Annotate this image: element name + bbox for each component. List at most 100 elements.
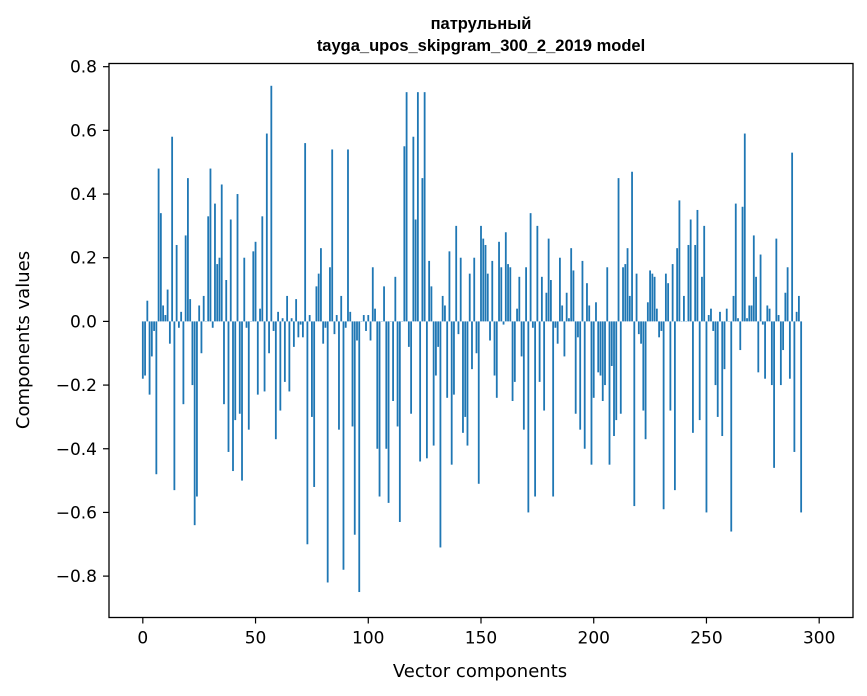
bar-177: [540, 276, 543, 322]
bar-24: [196, 321, 198, 497]
bar-284: [782, 321, 785, 351]
bar-253: [712, 321, 715, 331]
bar-16: [177, 321, 180, 328]
bar-50: [254, 241, 257, 322]
bar-102: [371, 267, 374, 322]
bar-264: [737, 318, 739, 322]
y-tick-label: −0.4: [56, 440, 97, 460]
bar-213: [622, 267, 624, 322]
bar-238: [678, 200, 681, 322]
y-axis-ticks: −0.8 −0.6 −0.4 −0.2 0.0 0.2 0.4 0.6 0.8: [56, 58, 109, 587]
bar-33: [216, 264, 219, 322]
bar-101: [369, 321, 372, 341]
bar-145: [468, 273, 471, 322]
bar-153: [486, 273, 489, 322]
bar-72: [304, 143, 307, 322]
bar-13: [171, 136, 174, 322]
bar-172: [529, 213, 532, 322]
bar-32: [214, 203, 216, 322]
bar-128: [430, 286, 433, 322]
bar-43: [238, 321, 241, 414]
bar-255: [716, 321, 719, 417]
y-tick-label: −0.2: [56, 376, 97, 396]
bar-66: [290, 318, 293, 322]
bar-169: [522, 321, 525, 430]
bar-160: [502, 321, 505, 325]
bar-19: [184, 235, 187, 322]
bar-57: [270, 85, 273, 322]
bar-237: [676, 248, 679, 322]
bar-64: [286, 295, 289, 322]
bar-53: [261, 216, 264, 322]
bar-287: [788, 321, 791, 379]
bar-68: [295, 299, 298, 322]
bar-131: [437, 321, 440, 347]
bar-137: [450, 321, 453, 465]
bar-223: [644, 321, 647, 440]
bar-146: [471, 321, 473, 370]
bar-18: [182, 321, 185, 405]
bar-69: [297, 321, 300, 338]
bar-60: [277, 311, 279, 322]
bar-206: [606, 267, 609, 322]
bar-271: [752, 235, 755, 322]
bar-107: [383, 286, 385, 322]
bar-31: [211, 321, 214, 328]
bar-89: [342, 321, 345, 570]
bar-63: [283, 321, 286, 382]
bar-211: [617, 178, 620, 322]
bar-2: [146, 300, 149, 322]
bar-149: [477, 321, 480, 484]
bar-218: [633, 321, 636, 507]
bar-216: [628, 295, 631, 322]
bar-159: [500, 267, 503, 322]
bar-250: [705, 321, 708, 513]
bar-78: [317, 273, 320, 322]
bar-38: [227, 321, 230, 452]
bar-39: [229, 219, 232, 322]
y-tick-label: 0.6: [70, 121, 97, 141]
bar-124: [421, 178, 424, 322]
bar-85: [333, 321, 336, 335]
bar-234: [669, 321, 672, 411]
bar-278: [768, 308, 771, 322]
y-tick-label: −0.8: [56, 567, 97, 587]
bar-273: [757, 321, 760, 373]
bar-152: [484, 244, 487, 322]
bar-99: [365, 321, 367, 331]
bar-52: [259, 308, 261, 322]
bar-205: [604, 321, 606, 386]
bar-8: [159, 213, 162, 322]
bar-27: [202, 295, 205, 322]
bar-111: [392, 321, 394, 401]
bar-151: [482, 238, 485, 322]
bar-58: [272, 321, 275, 331]
bar-289: [793, 321, 796, 452]
bar-76: [313, 321, 316, 487]
bar-236: [673, 321, 676, 491]
bar-181: [549, 280, 552, 322]
bar-79: [320, 248, 322, 322]
bar-54: [263, 321, 266, 392]
bar-141: [459, 257, 462, 322]
bar-251: [707, 315, 710, 322]
bar-292: [800, 321, 803, 513]
bar-194: [579, 321, 582, 430]
bar-166: [516, 308, 518, 322]
bar-25: [198, 305, 201, 322]
bar-225: [649, 270, 651, 322]
bar-88: [340, 295, 343, 322]
bar-34: [218, 257, 221, 322]
bar-170: [525, 267, 527, 322]
bar-183: [554, 321, 557, 328]
bar-242: [687, 244, 690, 322]
bar-42: [236, 194, 239, 322]
bar-15: [175, 244, 178, 322]
chart-title-line2: tayga_upos_skipgram_300_2_2019 model: [317, 37, 645, 55]
bar-155: [491, 260, 494, 322]
bar-244: [692, 321, 694, 433]
x-axis-ticks: 0 50 100 150 200 250 300: [137, 617, 835, 649]
bar-275: [761, 321, 764, 325]
bar-143: [464, 321, 467, 417]
